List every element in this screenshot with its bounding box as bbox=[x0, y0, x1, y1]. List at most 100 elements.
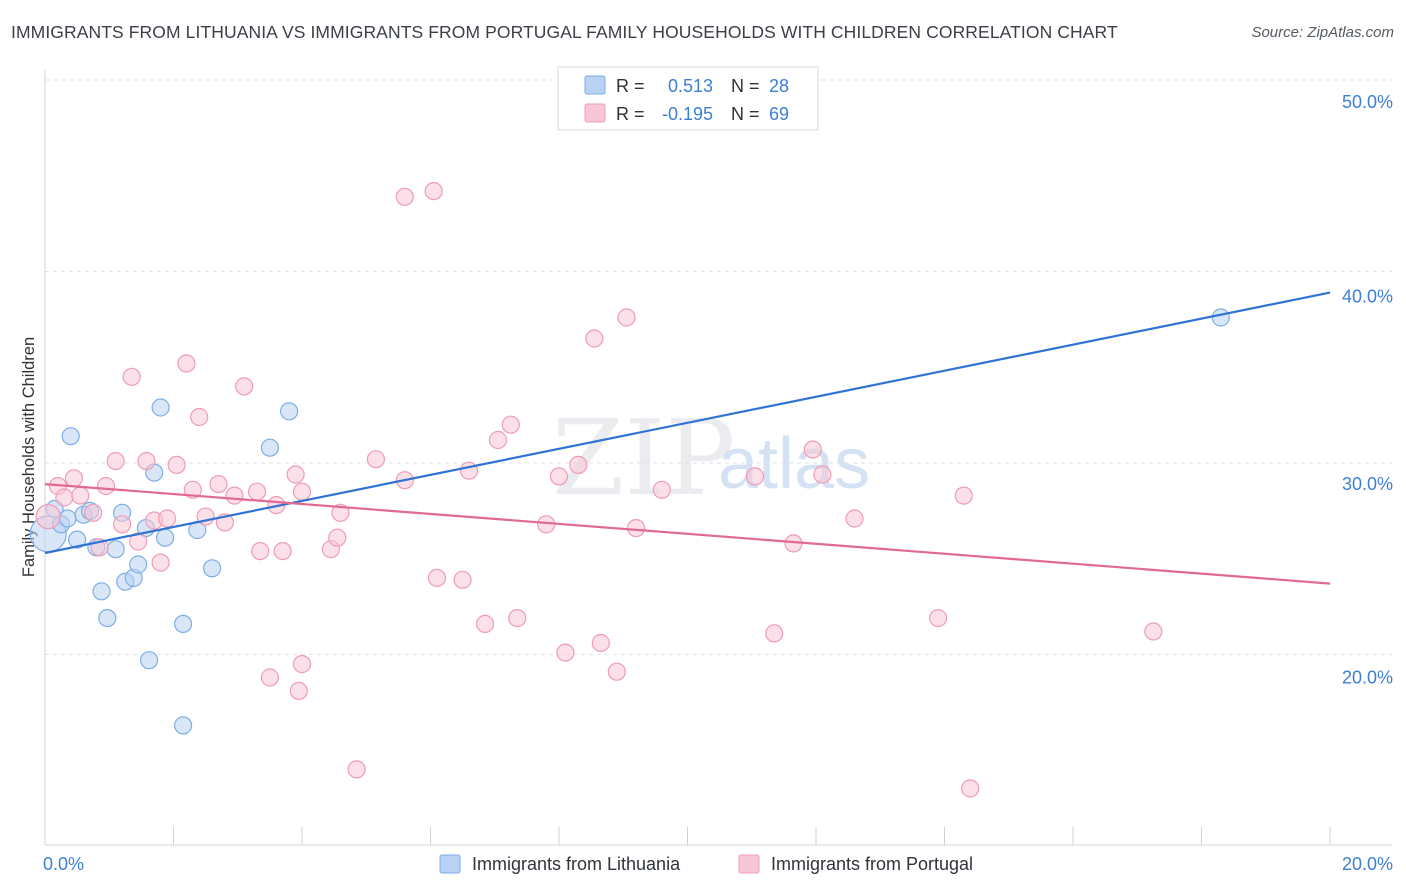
data-point-portugal bbox=[158, 509, 177, 528]
watermark-atlas: atlas bbox=[718, 424, 870, 504]
data-point-lithuania bbox=[151, 398, 170, 417]
data-point-portugal bbox=[508, 608, 527, 628]
y-tick-label: 40.0% bbox=[1342, 287, 1393, 307]
trend-line-lithuania bbox=[44, 291, 1331, 555]
legend-top: R = 0.513 N = 28 R = -0.195 N = 69 bbox=[557, 66, 819, 131]
data-point-lithuania bbox=[260, 438, 279, 457]
data-point-portugal bbox=[366, 450, 385, 469]
data-point-portugal bbox=[488, 430, 508, 450]
legend-top-r-label-lithuania: R = bbox=[616, 76, 645, 96]
data-point-portugal bbox=[845, 509, 864, 528]
data-point-portugal bbox=[71, 486, 90, 505]
data-point-portugal bbox=[347, 760, 366, 779]
data-point-portugal bbox=[35, 503, 61, 530]
legend-top-r-label-portugal: R = bbox=[616, 104, 645, 124]
data-point-lithuania bbox=[98, 608, 117, 628]
data-point-lithuania bbox=[129, 555, 148, 574]
trend-line-portugal bbox=[44, 483, 1331, 585]
data-point-portugal bbox=[273, 541, 292, 561]
data-point-portugal bbox=[137, 452, 156, 471]
legend-top-r-value-lithuania: 0.513 bbox=[668, 76, 713, 96]
data-point-portugal bbox=[112, 515, 132, 534]
legend-top-n-value-portugal: 69 bbox=[769, 104, 789, 124]
data-point-portugal bbox=[607, 662, 626, 681]
data-point-portugal bbox=[260, 668, 279, 687]
chart-source: Source: ZipAtlas.com bbox=[1251, 24, 1394, 41]
legend-bottom: Immigrants from Lithuania Immigrants fro… bbox=[439, 854, 973, 874]
data-point-portugal bbox=[424, 182, 443, 201]
y-tick-labels: 50.0% 40.0% 30.0% 20.0% bbox=[1342, 92, 1393, 688]
legend-top-swatch-lithuania bbox=[584, 75, 606, 95]
data-point-portugal bbox=[328, 528, 347, 547]
data-point-portugal bbox=[476, 614, 495, 634]
data-point-portugal bbox=[286, 465, 305, 484]
data-point-portugal bbox=[928, 608, 948, 628]
series-portugal-points bbox=[35, 182, 1163, 798]
legend-top-n-label-lithuania: N = bbox=[731, 76, 760, 96]
data-point-portugal bbox=[225, 486, 244, 505]
data-point-lithuania bbox=[1211, 308, 1230, 327]
data-point-portugal bbox=[961, 779, 980, 798]
data-point-portugal bbox=[626, 518, 646, 538]
data-point-portugal bbox=[55, 488, 74, 507]
data-point-lithuania bbox=[67, 530, 87, 549]
data-point-portugal bbox=[549, 467, 569, 486]
data-point-portugal bbox=[501, 415, 520, 434]
data-point-lithuania bbox=[106, 540, 125, 559]
data-point-lithuania bbox=[58, 509, 77, 528]
data-point-portugal bbox=[453, 570, 472, 589]
data-point-portugal bbox=[617, 308, 636, 327]
legend-top-r-value-portugal: -0.195 bbox=[662, 104, 713, 124]
data-point-portugal bbox=[177, 354, 196, 373]
data-point-portugal bbox=[591, 633, 610, 653]
data-point-portugal bbox=[247, 482, 267, 501]
legend-top-n-label-portugal: N = bbox=[731, 104, 760, 124]
legend-bottom-label-portugal: Immigrants from Portugal bbox=[771, 854, 973, 874]
data-point-portugal bbox=[765, 624, 784, 643]
data-point-portugal bbox=[813, 465, 832, 484]
data-point-lithuania bbox=[174, 716, 193, 735]
legend-top-n-value-lithuania: 28 bbox=[769, 76, 789, 96]
data-point-portugal bbox=[289, 681, 308, 701]
data-point-lithuania bbox=[174, 614, 193, 634]
data-point-portugal bbox=[395, 187, 414, 206]
data-point-portugal bbox=[292, 654, 312, 674]
data-point-portugal bbox=[427, 568, 446, 588]
data-point-portugal bbox=[151, 553, 170, 572]
y-tick-label: 20.0% bbox=[1342, 668, 1393, 688]
axes bbox=[44, 70, 1392, 846]
data-point-portugal bbox=[235, 377, 254, 396]
data-point-portugal bbox=[569, 455, 588, 474]
y-axis-title: Family Households with Children bbox=[20, 337, 38, 577]
data-point-portugal bbox=[585, 329, 604, 348]
data-point-portugal bbox=[954, 486, 973, 505]
trend-lines bbox=[44, 291, 1331, 585]
x-tick-label: 0.0% bbox=[43, 854, 84, 874]
x-tick-label: 20.0% bbox=[1342, 854, 1393, 874]
data-point-lithuania bbox=[92, 582, 111, 601]
data-point-portugal bbox=[84, 503, 103, 522]
data-point-portugal bbox=[251, 541, 270, 561]
data-point-portugal bbox=[652, 480, 671, 499]
legend-bottom-swatch-lithuania bbox=[439, 854, 461, 874]
y-tick-label: 50.0% bbox=[1342, 92, 1393, 112]
legend-bottom-label-lithuania: Immigrants from Lithuania bbox=[472, 854, 681, 874]
data-point-lithuania bbox=[156, 528, 175, 547]
data-point-lithuania bbox=[203, 559, 222, 578]
x-tick-labels: 0.0% 20.0% bbox=[43, 854, 1393, 874]
data-point-portugal bbox=[190, 407, 209, 427]
data-point-portugal bbox=[1144, 622, 1163, 641]
legend-top-swatch-portugal bbox=[584, 103, 606, 123]
data-point-portugal bbox=[122, 367, 141, 386]
legend-bottom-swatch-portugal bbox=[738, 854, 760, 874]
data-point-lithuania bbox=[61, 427, 80, 446]
data-point-portugal bbox=[556, 643, 575, 662]
data-point-portugal bbox=[64, 469, 84, 488]
data-point-portugal bbox=[106, 452, 125, 471]
data-point-portugal bbox=[96, 476, 116, 496]
data-point-portugal bbox=[745, 467, 765, 486]
chart-title: IMMIGRANTS FROM LITHUANIA VS IMMIGRANTS … bbox=[11, 22, 1118, 42]
data-point-lithuania bbox=[140, 651, 159, 670]
